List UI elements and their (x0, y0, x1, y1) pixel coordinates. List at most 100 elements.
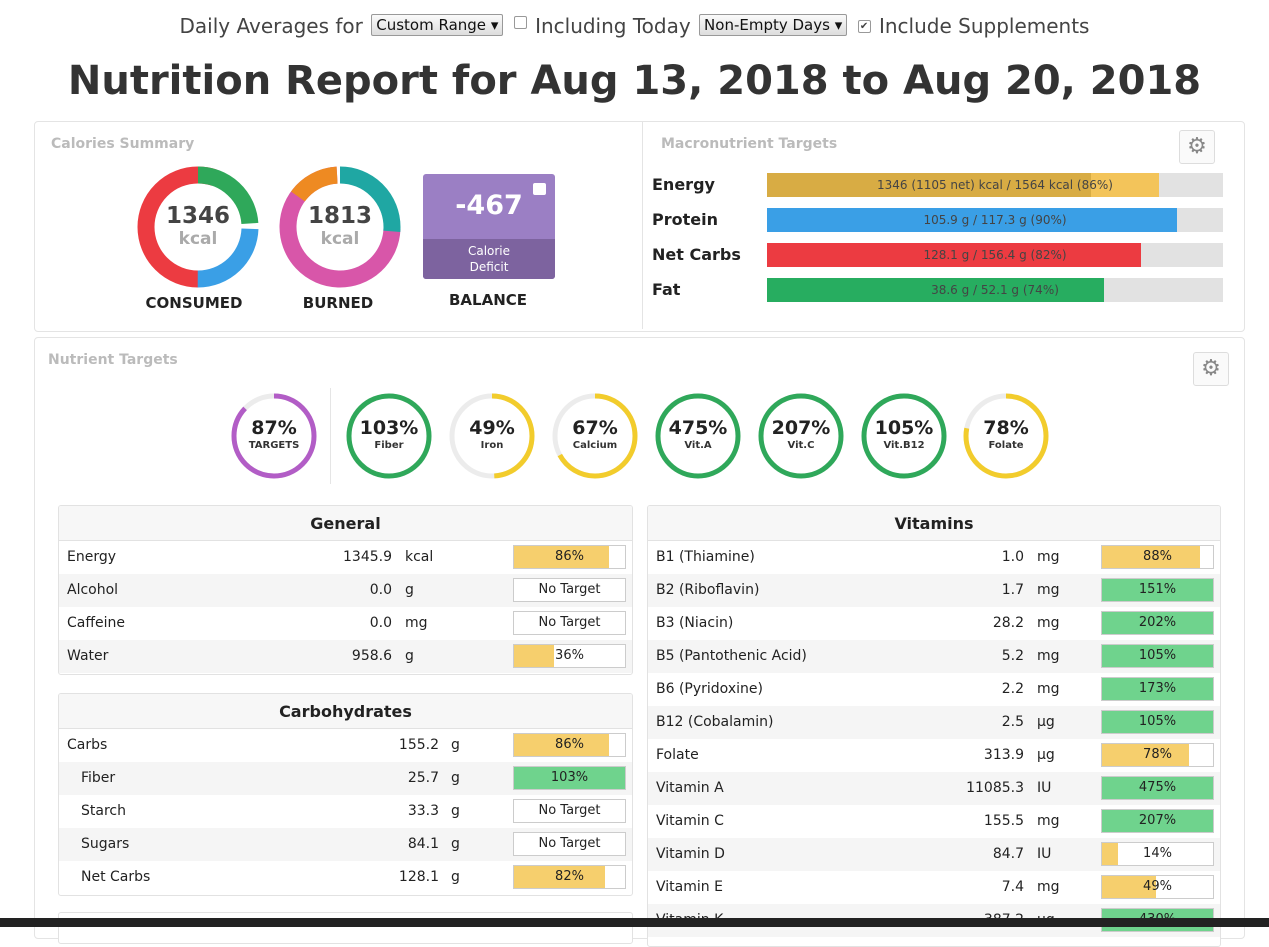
target-percent: 67% (572, 417, 618, 439)
table-row[interactable]: Sugars 84.1 g No Target (59, 828, 632, 861)
target-ring-arc (231, 393, 317, 479)
table-row[interactable]: Caffeine 0.0 mg No Target (59, 607, 632, 640)
target-circle-targets[interactable]: 87% TARGETS (229, 391, 319, 481)
target-bar-fill (1102, 777, 1213, 799)
target-bar: 49% (1101, 875, 1214, 899)
target-circle-vita[interactable]: 475% Vit.A (653, 391, 743, 481)
target-label: Calcium (572, 440, 618, 451)
table-row[interactable]: Starch 33.3 g No Target (59, 795, 632, 828)
macro-settings-gear-icon[interactable]: ⚙ (1179, 130, 1215, 164)
target-bar: No Target (513, 799, 626, 823)
include-supplements-checkbox[interactable]: ✔ (857, 20, 871, 33)
target-circle-fiber[interactable]: 103% Fiber (344, 391, 434, 481)
table-row[interactable]: Alcohol 0.0 g No Target (59, 574, 632, 607)
nutrient-amount: 1.7 (1001, 582, 1024, 598)
table-row[interactable]: Vitamin D 84.7 IU 14% (648, 838, 1220, 871)
burned-unit: kcal (320, 229, 360, 249)
nutrient-name: B1 (Thiamine) (656, 549, 755, 565)
target-bar-fill (514, 645, 554, 667)
nutrient-name: Vitamin D (656, 846, 725, 862)
nutrient-unit: mg (1037, 549, 1060, 565)
general-title: General (59, 506, 632, 541)
target-bar-text: 207% (1138, 813, 1177, 828)
nutrient-amount: 28.2 (992, 615, 1024, 631)
nutrient-amount: 11085.3 (966, 780, 1024, 796)
nutrient-amount: 155.2 (398, 737, 439, 753)
target-bar-text: 88% (1143, 549, 1172, 564)
nutrient-amount: 0.0 (369, 582, 392, 598)
target-bar-fill (1102, 744, 1189, 766)
target-ring (861, 393, 947, 479)
macro-bar-text: 1346 (1105 net) kcal / 1564 kcal (86%) (877, 178, 1113, 192)
target-ring (346, 393, 432, 479)
table-row[interactable]: Vitamin A 11085.3 IU 475% (648, 772, 1220, 805)
nutrient-amount: 25.7 (407, 770, 439, 786)
nutrient-amount: 84.7 (992, 846, 1024, 862)
nutrient-amount: 7.4 (1001, 879, 1024, 895)
including-today-checkbox[interactable] (513, 16, 527, 29)
target-ring (963, 393, 1049, 479)
camera-icon (533, 183, 546, 195)
nutrient-unit: mg (405, 615, 428, 631)
table-row[interactable]: Energy 1345.9 kcal 86% (59, 541, 632, 574)
nutrient-unit: mg (1037, 879, 1060, 895)
table-row[interactable]: B2 (Riboflavin) 1.7 mg 151% (648, 574, 1220, 607)
target-label: Vit.C (787, 440, 815, 451)
target-circle-vitc[interactable]: 207% Vit.C (756, 391, 846, 481)
target-bar: 207% (1101, 809, 1214, 833)
days-select[interactable]: Non-Empty Days ▾ (699, 14, 848, 36)
target-ring-arc (963, 393, 1049, 479)
nutrient-amount: 155.5 (983, 813, 1024, 829)
target-percent: 105% (874, 417, 934, 439)
target-circle-folate[interactable]: 78% Folate (961, 391, 1051, 481)
table-row[interactable]: Water 958.6 g 36% (59, 640, 632, 673)
nutrient-unit: µg (1037, 714, 1055, 730)
target-percent: 78% (983, 417, 1029, 439)
range-select[interactable]: Custom Range ▾ (371, 14, 504, 36)
nutrient-settings-gear-icon[interactable]: ⚙ (1193, 352, 1229, 386)
top-controls: Daily Averages for Custom Range ▾ Includ… (0, 14, 1269, 38)
macro-bar: 1346 (1105 net) kcal / 1564 kcal (86%) (767, 173, 1223, 197)
target-bar: 78% (1101, 743, 1214, 767)
table-row[interactable]: B12 (Cobalamin) 2.5 µg 105% (648, 706, 1220, 739)
target-bar-fill (1102, 843, 1118, 865)
table-row[interactable]: Carbs 155.2 g 86% (59, 729, 632, 762)
nutrient-unit: mg (1037, 813, 1060, 829)
target-percent: 103% (359, 417, 419, 439)
nutrient-unit: kcal (405, 549, 434, 565)
nutrient-name: Vitamin E (656, 879, 723, 895)
target-bar: No Target (513, 611, 626, 635)
target-circle-iron[interactable]: 49% Iron (447, 391, 537, 481)
target-circle-vitb12[interactable]: 105% Vit.B12 (859, 391, 949, 481)
nutrient-amount: 958.6 (351, 648, 392, 664)
nutrient-amount: 5.2 (1001, 648, 1024, 664)
nutrient-name: Caffeine (67, 615, 125, 631)
table-row[interactable]: Folate 313.9 µg 78% (648, 739, 1220, 772)
nutrient-name: Net Carbs (81, 869, 151, 885)
table-row[interactable]: Vitamin C 155.5 mg 207% (648, 805, 1220, 838)
nutrient-name: Vitamin C (656, 813, 724, 829)
balance-card[interactable]: -467 Calorie Deficit (423, 174, 555, 279)
target-ring-arc (449, 393, 535, 479)
nutrient-name: Fiber (81, 770, 116, 786)
table-row[interactable]: Fiber 25.7 g 103% (59, 762, 632, 795)
target-circle-calcium[interactable]: 67% Calcium (550, 391, 640, 481)
nutrient-unit: g (451, 803, 460, 819)
target-percent: 49% (469, 417, 515, 439)
table-row[interactable]: Vitamin E 7.4 mg 49% (648, 871, 1220, 904)
target-ring (758, 393, 844, 479)
target-bar: 82% (513, 865, 626, 889)
target-ring-arc (552, 393, 638, 479)
target-bar: 105% (1101, 710, 1214, 734)
nutrient-amount: 2.2 (1001, 681, 1024, 697)
target-bar-text: 78% (1143, 747, 1172, 762)
table-row[interactable]: B1 (Thiamine) 1.0 mg 88% (648, 541, 1220, 574)
table-row[interactable]: Net Carbs 128.1 g 82% (59, 861, 632, 894)
nutrient-amount: 33.3 (407, 803, 439, 819)
burned-value: 1813 (307, 203, 372, 229)
nutrient-unit: IU (1037, 780, 1052, 796)
table-row[interactable]: B6 (Pyridoxine) 2.2 mg 173% (648, 673, 1220, 706)
target-ring-arc (861, 393, 947, 479)
table-row[interactable]: B5 (Pantothenic Acid) 5.2 mg 105% (648, 640, 1220, 673)
table-row[interactable]: B3 (Niacin) 28.2 mg 202% (648, 607, 1220, 640)
